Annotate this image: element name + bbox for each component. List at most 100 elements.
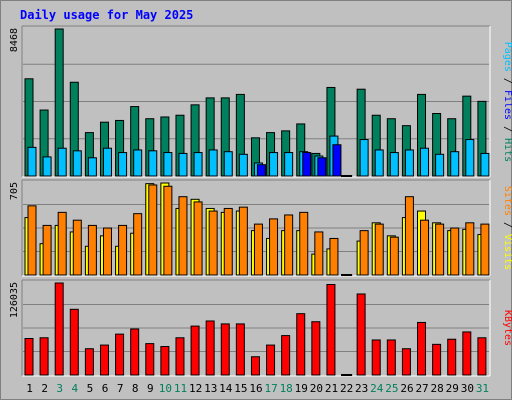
bar-kbytes-day-6: [99, 344, 109, 376]
bar-kbytes-day-13: [205, 320, 215, 376]
bar-files-day-11: [178, 152, 188, 177]
bar-sites-day-15: [238, 206, 248, 276]
chart-title: Daily usage for May 2025: [20, 8, 193, 22]
bar-sites-day-29: [450, 227, 460, 276]
day-label-21: 21: [325, 382, 338, 395]
bar-sites-day-1: [27, 205, 37, 276]
bar-kbytes-day-28: [432, 343, 442, 376]
day-label-15: 15: [234, 382, 247, 395]
bar-sites-day-4: [72, 219, 82, 276]
bar-sites-day-21: [329, 237, 339, 276]
y-max-label-top: 8468: [9, 28, 20, 52]
bar-files-day-15: [238, 153, 248, 177]
day-label-13: 13: [204, 382, 217, 395]
bar-sites-day-18: [284, 214, 294, 276]
day-label-7: 7: [117, 382, 124, 395]
bar-kbytes-day-4: [69, 308, 79, 376]
bar-kbytes-day-5: [84, 348, 94, 376]
day-label-3: 3: [56, 382, 63, 395]
series-legend-middle: Sites / Visits: [502, 186, 512, 270]
day-label-4: 4: [72, 382, 79, 395]
bar-files-day-2: [42, 156, 52, 177]
day-label-9: 9: [147, 382, 154, 395]
day-label-6: 6: [102, 382, 109, 395]
bar-files-day-6: [102, 147, 112, 177]
day-label-1: 1: [26, 382, 33, 395]
bar-kbytes-day-30: [462, 331, 472, 376]
bar-pages-day-21: [332, 144, 342, 177]
bar-files-day-9: [148, 150, 158, 177]
chart-panels: 8468 Pages / Files / Hits 705 Sites / Visit…: [9, 25, 512, 377]
bar-kbytes-day-24: [371, 339, 381, 376]
bar-pages-day-19: [302, 152, 312, 177]
bar-files-day-7: [118, 152, 128, 177]
day-label-25: 25: [385, 382, 398, 395]
bar-kbytes-day-1: [24, 338, 34, 376]
bar-pages-day-16: [256, 164, 266, 177]
bar-files-day-5: [87, 157, 97, 177]
panel-bottom: 126035 KBytes: [9, 279, 512, 377]
bar-kbytes-day-12: [190, 325, 200, 376]
legend-part-0: Sites: [502, 186, 512, 216]
bar-files-day-23: [359, 139, 369, 177]
bar-sites-day-24: [374, 223, 384, 276]
bar-kbytes-day-31: [477, 337, 487, 376]
day-label-30: 30: [461, 382, 474, 395]
bar-files-day-30: [465, 139, 475, 177]
day-label-17: 17: [264, 382, 277, 395]
bar-sites-day-20: [314, 231, 324, 276]
bar-sites-day-5: [87, 224, 97, 276]
day-label-19: 19: [295, 382, 308, 395]
bar-files-day-8: [133, 149, 143, 177]
bar-kbytes-day-16: [250, 356, 260, 376]
day-label-11: 11: [174, 382, 187, 395]
legend-part-0: KBytes: [502, 310, 512, 346]
bar-sites-day-14: [223, 207, 233, 276]
day-label-8: 8: [132, 382, 139, 395]
day-label-26: 26: [400, 382, 413, 395]
bar-files-day-18: [284, 152, 294, 177]
legend-part-1: /: [502, 72, 512, 90]
bar-files-day-13: [208, 149, 218, 177]
series-legend-bottom: KBytes: [502, 310, 512, 346]
bar-sites-day-17: [269, 218, 279, 276]
day-label-22: 22: [340, 382, 353, 395]
day-label-14: 14: [219, 382, 233, 395]
legend-part-2: Visits: [502, 234, 512, 270]
day-label-31: 31: [476, 382, 489, 395]
day-label-24: 24: [370, 382, 384, 395]
y-max-label-middle: 705: [9, 182, 20, 200]
bar-files-day-10: [163, 152, 173, 177]
bar-sites-day-7: [118, 224, 128, 276]
bar-kbytes-day-11: [175, 337, 185, 376]
bar-files-day-25: [389, 152, 399, 177]
bar-kbytes-day-25: [386, 339, 396, 376]
day-label-27: 27: [415, 382, 428, 395]
bar-kbytes-day-7: [115, 333, 125, 376]
bar-kbytes-day-29: [447, 338, 457, 376]
bar-kbytes-day-15: [235, 323, 245, 376]
day-label-20: 20: [310, 382, 323, 395]
legend-part-4: Hits: [502, 138, 512, 162]
bar-kbytes-day-10: [160, 346, 170, 376]
day-label-16: 16: [249, 382, 262, 395]
x-axis-day-labels: 1 2 3 4 5 6 7 8 9 10 11 12 13 14 15 16 17 18 19 20 21 22 23 24 2…: [26, 382, 489, 395]
day-label-28: 28: [431, 382, 444, 395]
bar-sites-day-23: [359, 230, 369, 276]
bar-files-day-24: [374, 149, 384, 177]
bar-kbytes-day-26: [401, 348, 411, 376]
day-label-5: 5: [87, 382, 94, 395]
bar-sites-day-25: [389, 236, 399, 276]
bar-sites-day-9: [148, 184, 158, 276]
day-label-2: 2: [41, 382, 48, 395]
day-label-29: 29: [446, 382, 459, 395]
bar-sites-day-12: [193, 201, 203, 276]
bar-files-day-14: [223, 151, 233, 177]
bar-sites-day-2: [42, 224, 52, 276]
bar-kbytes-day-17: [266, 344, 276, 376]
legend-part-3: /: [502, 120, 512, 138]
panel-top: 8468 Pages / Files / Hits: [9, 25, 512, 178]
bar-files-day-12: [193, 152, 203, 177]
bar-files-day-4: [72, 150, 82, 177]
